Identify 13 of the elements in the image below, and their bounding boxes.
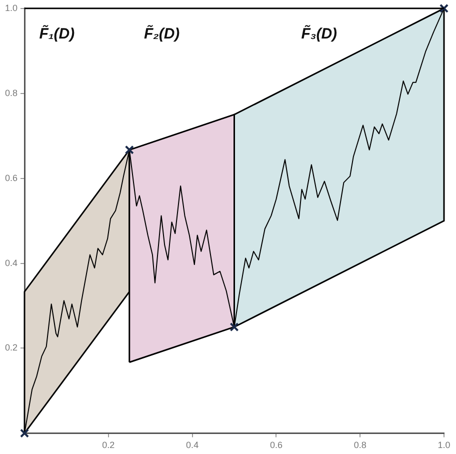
y-tick-label: 0.2 xyxy=(4,342,18,353)
x-tick-label: 0.2 xyxy=(102,440,115,450)
annotation: F̃₂(D) xyxy=(144,24,180,43)
y-tick-label: 0.6 xyxy=(4,172,18,183)
y-tick-label: 0.4 xyxy=(4,258,18,268)
annotation: F̃₃(D) xyxy=(301,24,338,43)
x-tick-label: 1.0 xyxy=(438,440,450,450)
x-tick-label: 0.8 xyxy=(354,440,366,450)
x-tick-label: 0.6 xyxy=(270,440,282,450)
y-tick-label: 1.0 xyxy=(4,2,18,13)
y-tick-label: 0.8 xyxy=(4,88,18,98)
x-tick-label: 0.4 xyxy=(186,440,199,450)
annotation: F̃₁(D) xyxy=(39,24,75,43)
